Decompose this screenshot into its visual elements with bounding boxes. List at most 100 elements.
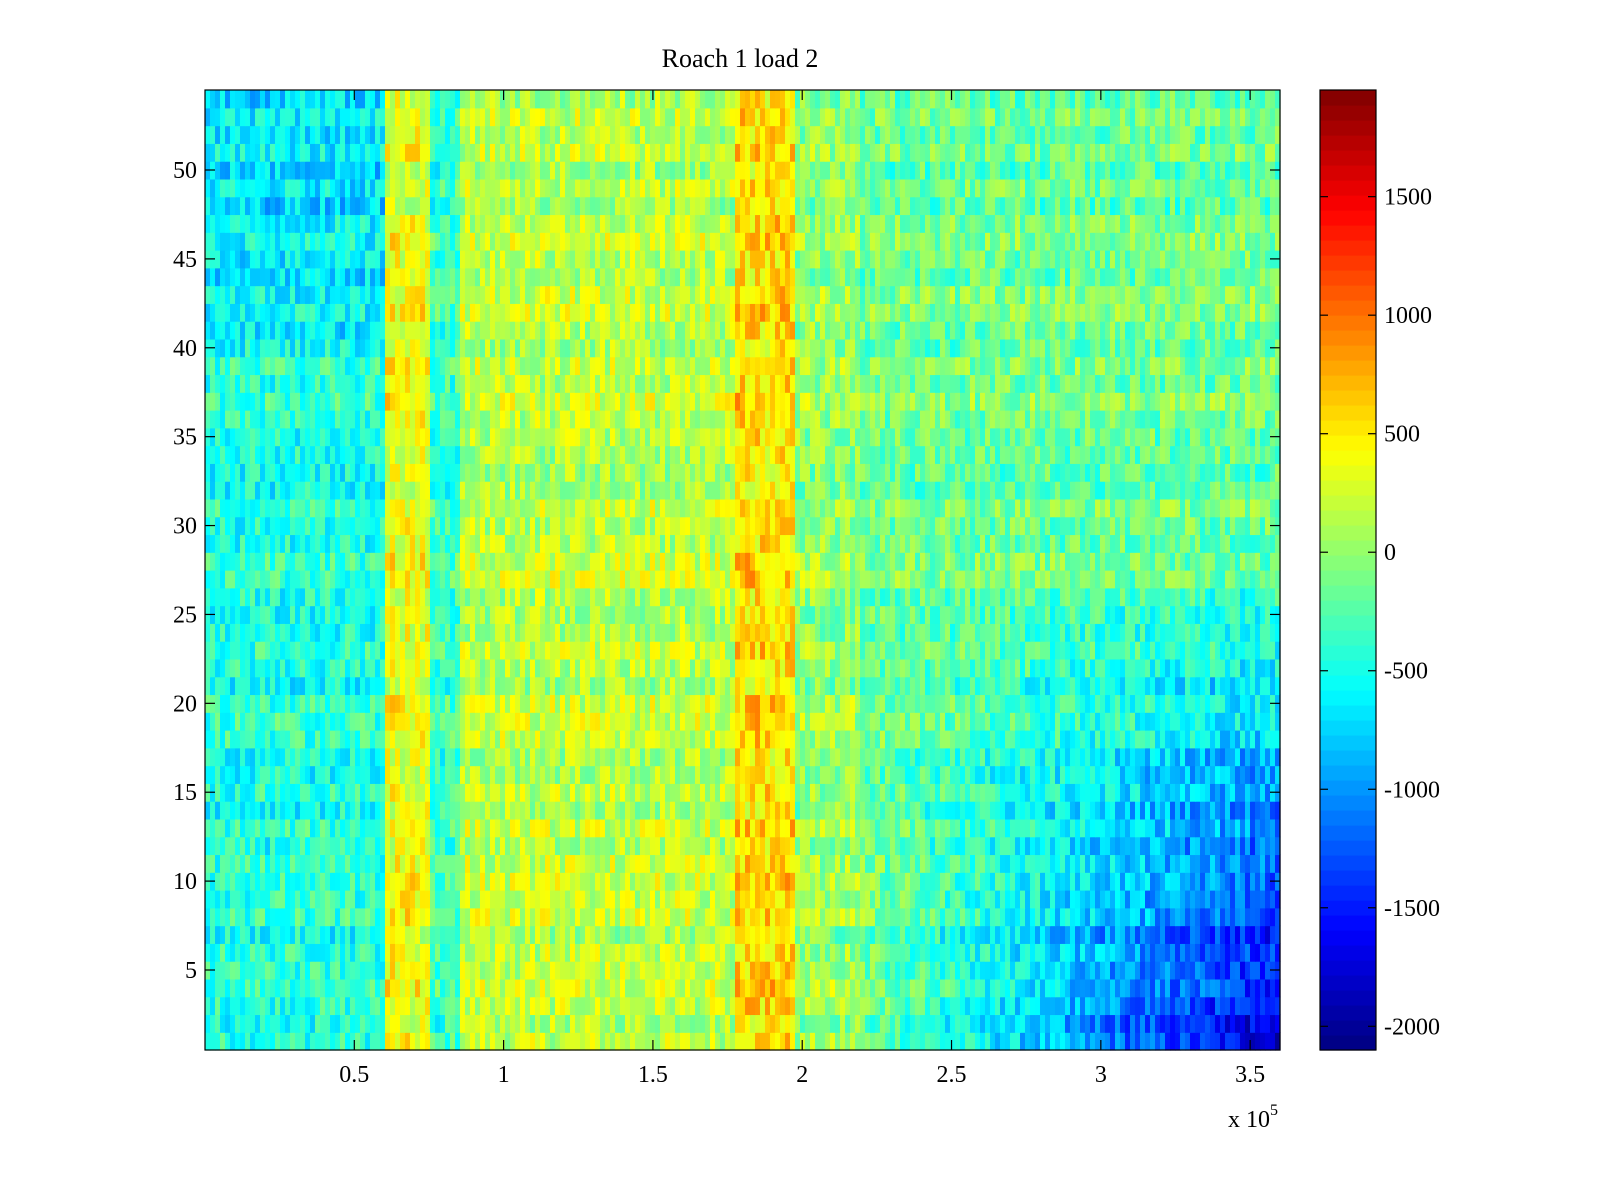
heatmap-cell <box>275 676 281 696</box>
heatmap-cell <box>755 890 761 909</box>
heatmap-cell <box>465 872 471 891</box>
heatmap-cell <box>965 1014 971 1033</box>
heatmap-cell <box>590 641 596 660</box>
heatmap-cell <box>950 818 956 838</box>
heatmap-cell <box>1025 961 1031 980</box>
heatmap-cell <box>350 1032 356 1051</box>
heatmap-cell <box>880 1032 886 1051</box>
heatmap-cell <box>1110 712 1116 731</box>
heatmap-cell <box>1135 694 1141 713</box>
heatmap-cell <box>1135 818 1141 838</box>
heatmap-cell <box>710 1014 716 1033</box>
heatmap-cell <box>635 961 641 980</box>
heatmap-cell <box>610 712 616 731</box>
heatmap-cell <box>250 694 256 713</box>
heatmap-cell <box>1040 854 1046 873</box>
heatmap-cell <box>1005 801 1011 820</box>
heatmap-cell <box>220 747 226 767</box>
heatmap-cell <box>780 978 786 998</box>
heatmap-cell <box>890 1032 896 1051</box>
heatmap-cell <box>995 925 1001 944</box>
heatmap-cell <box>570 836 576 856</box>
heatmap-cell <box>1230 676 1236 696</box>
heatmap-cell <box>750 818 756 838</box>
heatmap-cell <box>735 730 741 749</box>
heatmap-cell <box>1125 747 1131 767</box>
heatmap-cell <box>250 1032 256 1051</box>
heatmap-cell <box>1015 712 1021 731</box>
heatmap-cell <box>1005 658 1011 678</box>
heatmap-cell <box>885 641 891 660</box>
heatmap-cell <box>810 890 816 909</box>
heatmap-cell <box>560 978 566 998</box>
heatmap-cell <box>460 730 466 749</box>
heatmap-cell <box>1025 658 1031 678</box>
heatmap-cell <box>735 658 741 678</box>
heatmap-cell <box>300 694 306 713</box>
heatmap-cell <box>720 712 726 731</box>
heatmap-cell <box>1170 730 1176 749</box>
heatmap-cell <box>910 765 916 784</box>
heatmap-cell <box>1030 641 1036 660</box>
heatmap-cell <box>850 730 856 749</box>
heatmap-cell <box>705 872 711 891</box>
heatmap-cell <box>810 961 816 980</box>
heatmap-cell <box>1100 818 1106 838</box>
heatmap-cell <box>225 872 231 891</box>
heatmap-cell <box>245 925 251 944</box>
heatmap-cell <box>755 836 761 856</box>
heatmap-cell <box>885 730 891 749</box>
heatmap-cell <box>655 747 661 767</box>
heatmap-cell <box>875 836 881 856</box>
heatmap-cell <box>425 907 431 927</box>
heatmap-cell <box>600 801 606 820</box>
heatmap-cell <box>1260 978 1266 998</box>
heatmap-cell <box>1265 1032 1271 1051</box>
heatmap-cell <box>755 712 761 731</box>
heatmap-cell <box>350 836 356 856</box>
heatmap-cell <box>375 712 381 731</box>
heatmap-cell <box>810 765 816 784</box>
heatmap-cell <box>635 801 641 820</box>
heatmap-cell <box>790 818 796 838</box>
heatmap-cell <box>815 978 821 998</box>
heatmap-cell <box>305 1014 311 1033</box>
heatmap-cell <box>1205 694 1211 713</box>
heatmap-cell <box>965 925 971 944</box>
heatmap-cell <box>800 694 806 713</box>
heatmap-cell <box>1130 925 1136 944</box>
heatmap-cell <box>425 872 431 891</box>
heatmap-cell <box>595 996 601 1016</box>
heatmap-cell <box>345 943 351 962</box>
heatmap-cell <box>1235 783 1241 802</box>
heatmap-cell <box>1020 907 1026 927</box>
heatmap-cell <box>515 925 521 944</box>
heatmap-cell <box>1015 641 1021 660</box>
heatmap-cell <box>1165 747 1171 767</box>
heatmap-cell <box>390 818 396 838</box>
heatmap-cell <box>790 925 796 944</box>
heatmap-cell <box>1165 872 1171 891</box>
heatmap-cell <box>340 854 346 873</box>
heatmap-cell <box>405 890 411 909</box>
heatmap-cell <box>960 996 966 1016</box>
heatmap-cell <box>750 783 756 802</box>
heatmap-cell <box>1155 747 1161 767</box>
heatmap-cell <box>750 854 756 873</box>
heatmap-cell <box>470 854 476 873</box>
heatmap-cell <box>470 747 476 767</box>
heatmap-cell <box>265 818 271 838</box>
heatmap-cell <box>890 836 896 856</box>
heatmap-cell <box>900 836 906 856</box>
heatmap-cell <box>1135 676 1141 696</box>
heatmap-cell <box>1270 1014 1276 1033</box>
heatmap-cell <box>1225 801 1231 820</box>
heatmap-cell <box>985 801 991 820</box>
heatmap-cell <box>1130 765 1136 784</box>
heatmap-cell <box>460 996 466 1016</box>
heatmap-cell <box>975 961 981 980</box>
heatmap-cell <box>560 836 566 856</box>
heatmap-cell <box>860 872 866 891</box>
heatmap-cell <box>870 641 876 660</box>
heatmap-cell <box>1210 872 1216 891</box>
